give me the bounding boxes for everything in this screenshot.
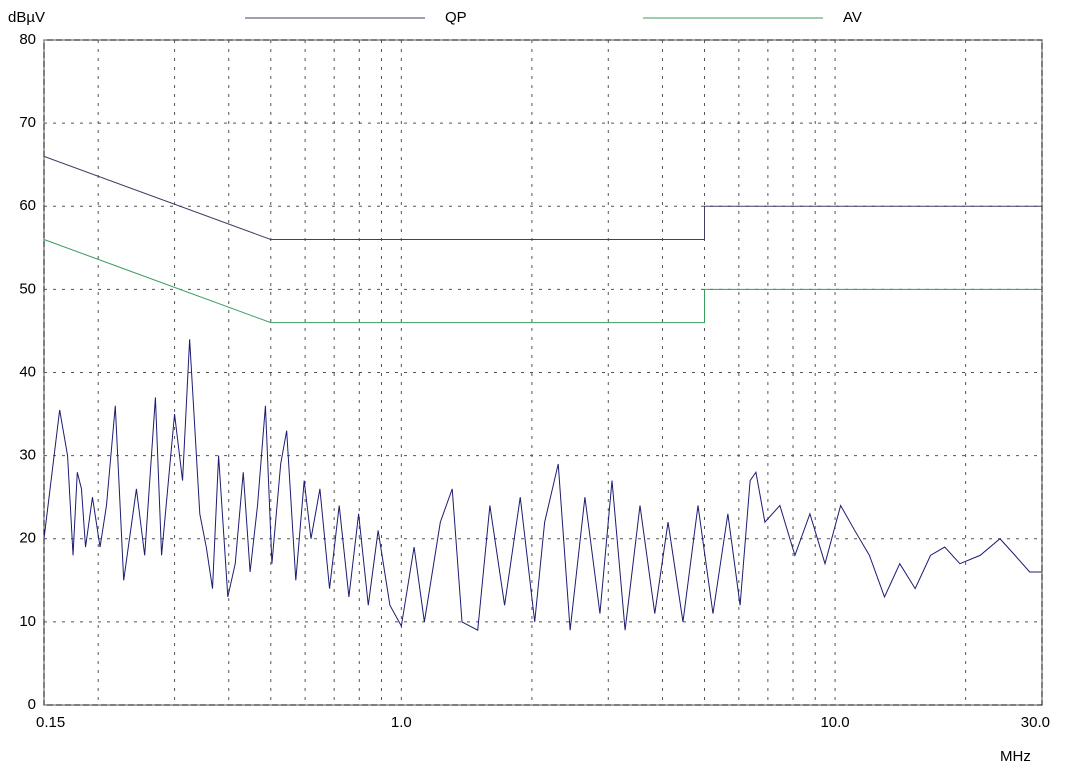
y-tick-label: 50 [19,280,36,297]
x-tick-label: 1.0 [391,714,412,731]
x-tick-label: 10.0 [820,714,849,731]
series-line [43,339,1042,631]
y-tick-label: 70 [19,114,36,131]
series-line [43,155,1042,240]
y-tick-label: 0 [28,696,36,713]
y-tick-label: 10 [19,613,36,630]
y-tick-label: 80 [19,31,36,48]
x-axis-label: MHz [1000,748,1031,765]
y-tick-label: 30 [19,447,36,464]
y-tick-label: 40 [19,363,36,380]
legend-label: QP [445,9,467,26]
y-axis-label: dBµV [8,9,45,26]
y-tick-label: 60 [19,197,36,214]
x-tick-label: 30.0 [1021,714,1050,731]
legend-label: AV [843,9,862,26]
series-line [43,239,1042,324]
x-tick-label: 0.15 [36,714,65,731]
y-tick-label: 20 [19,530,36,547]
